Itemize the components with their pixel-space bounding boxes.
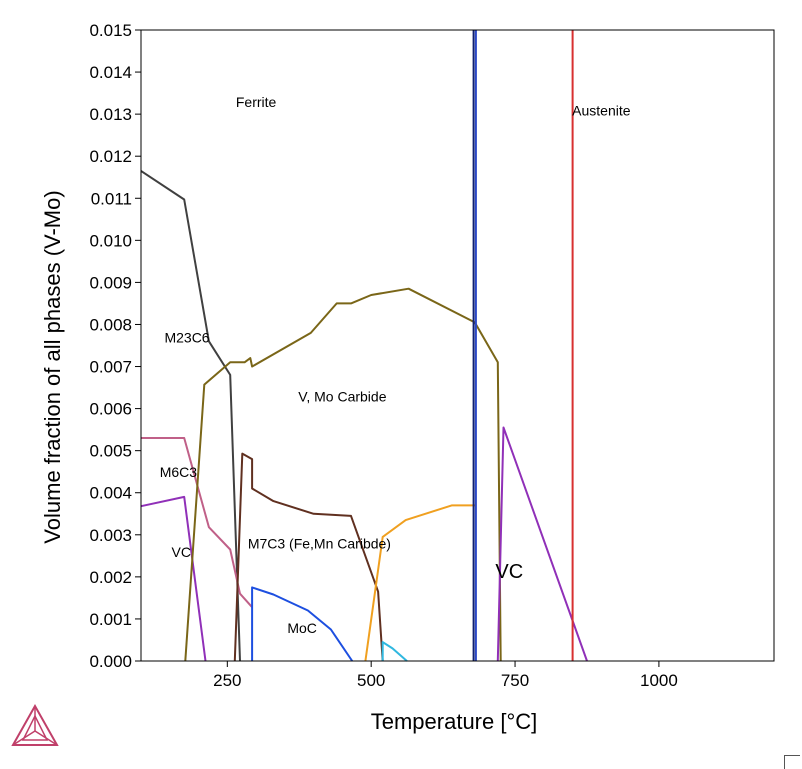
series-line-1 [141,437,253,608]
x-tick-label: 1000 [640,671,678,690]
x-axis-title: Temperature [°C] [371,709,538,734]
phase-label: VC [172,544,191,560]
y-tick-label: 0.008 [89,315,132,334]
y-tick-label: 0.010 [89,231,132,250]
y-tick-label: 0.003 [89,526,132,545]
y-tick-label: 0.013 [89,105,132,124]
y-tick-label: 0.014 [89,63,132,82]
y-tick-label: 0.011 [91,189,132,208]
series-line-3 [184,287,502,662]
y-tick-label: 0.001 [89,610,132,629]
phase-label: Austenite [572,102,631,118]
y-tick-label: 0.007 [89,358,132,377]
labels-layer: Ferrite Austenite M23C6 V, Mo Carbide M6C3 M7… [160,94,631,636]
x-tick-label: 250 [213,671,241,690]
series-line-8 [496,426,588,662]
x-tick-label: 500 [357,671,385,690]
ticks-layer: 0.000 0.001 0.002 0.003 0.004 0.005 0.006 0.007… [89,21,677,690]
series-line-5 [251,586,354,662]
series-line-7 [381,641,408,662]
corner-box [784,755,800,769]
y-axis-title: Volume fraction of all phases (V-Mo) [40,190,65,543]
y-tick-label: 0.005 [89,442,132,461]
y-tick-label: 0.015 [89,21,132,40]
series-layer [140,30,588,662]
y-tick-label: 0.009 [89,273,132,292]
phase-label: V, Mo Carbide [298,388,386,404]
series-line-4 [233,452,384,662]
y-tick-label: 0.002 [89,568,132,587]
series-line-6 [364,504,476,662]
phase-label: Ferrite [236,94,277,110]
phase-label: M7C3 (Fe,Mn Caribde) [248,536,391,552]
phase-label: M23C6 [164,330,209,346]
plot-frame [140,29,775,662]
y-tick-label: 0.006 [89,400,132,419]
y-tick-label: 0.012 [89,147,132,166]
phase-label: M6C3 [160,464,198,480]
y-tick-label: 0.004 [89,484,132,503]
thermo-calc-triangle-logo [11,703,59,746]
y-tick-label: 0.000 [89,652,132,671]
phase-label: VC [495,561,523,583]
phase-label: MoC [287,620,317,636]
series-line-2 [140,495,207,662]
x-tick-label: 750 [501,671,529,690]
series-line-0 [140,170,241,662]
